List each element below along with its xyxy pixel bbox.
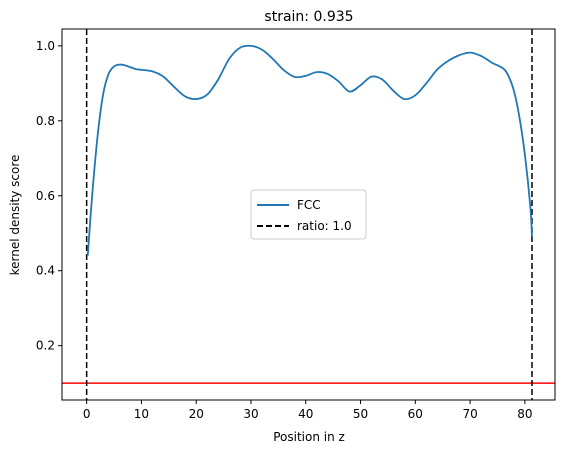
x-tick-label: 30 bbox=[243, 407, 258, 421]
y-tick-label: 0.6 bbox=[36, 189, 55, 203]
fcc-series-line bbox=[86, 44, 533, 256]
y-tick-label: 0.4 bbox=[36, 264, 55, 278]
plot-frame bbox=[61, 28, 556, 401]
x-tick-label: 40 bbox=[298, 407, 313, 421]
chart-title: strain: 0.935 bbox=[264, 9, 353, 25]
y-tick-label: 0.2 bbox=[36, 339, 55, 353]
legend: FCC ratio: 1.0 bbox=[250, 189, 367, 240]
axes-layer: 0 10 20 30 40 50 60 70 80 0.2 0.4 0.6 0.8 1.0 bbox=[36, 28, 556, 421]
x-tick-label: 70 bbox=[462, 407, 477, 421]
y-tick-label: 0.8 bbox=[36, 114, 55, 128]
y-axis-label: kernel density score bbox=[8, 155, 22, 276]
x-axis-label: Position in z bbox=[273, 430, 345, 444]
plot-layer bbox=[62, 29, 555, 400]
y-tick-label: 1.0 bbox=[36, 39, 55, 53]
x-tick-label: 10 bbox=[134, 407, 149, 421]
x-tick-label: 60 bbox=[408, 407, 423, 421]
x-tick-label: 50 bbox=[353, 407, 368, 421]
legend-label-fcc: FCC bbox=[297, 198, 321, 212]
x-tick-label: 20 bbox=[189, 407, 204, 421]
legend-label-ratio: ratio: 1.0 bbox=[297, 219, 352, 233]
x-tick-label: 0 bbox=[83, 407, 91, 421]
x-tick-label: 80 bbox=[517, 407, 532, 421]
